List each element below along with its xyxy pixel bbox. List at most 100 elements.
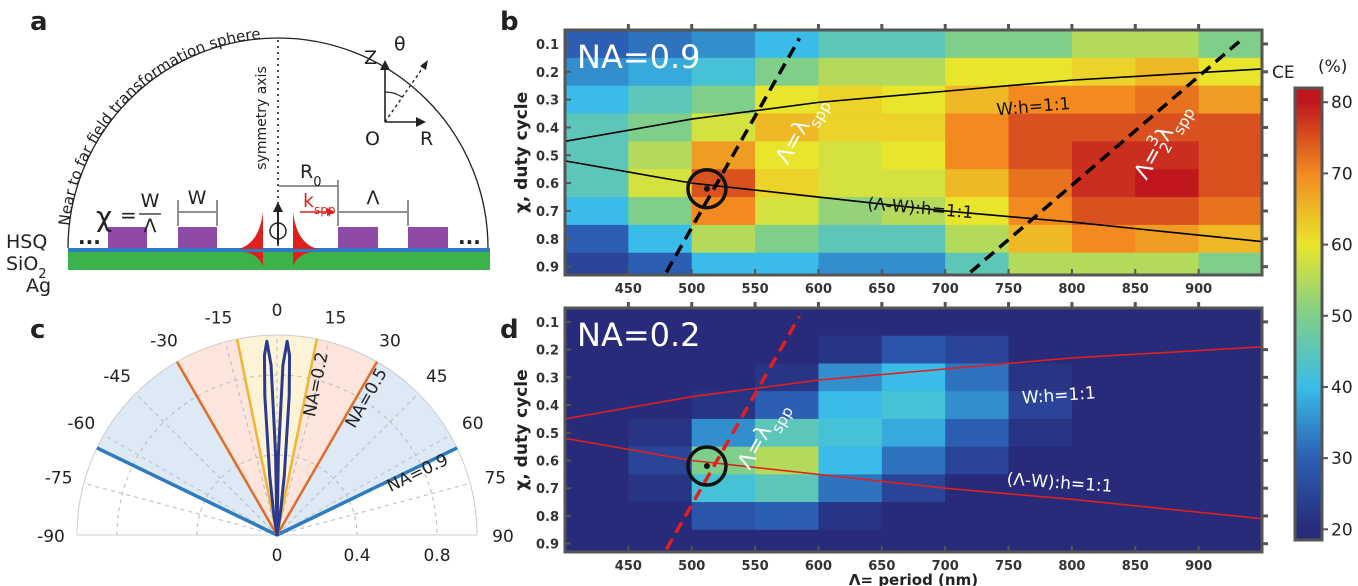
- y-tick-label: 0.5: [536, 149, 559, 164]
- heatmap-cell: [1071, 113, 1136, 142]
- fraction-num: W: [141, 190, 160, 212]
- panel-label: a: [30, 7, 48, 37]
- heatmap-cell: [1008, 57, 1073, 87]
- heatmap-cell: [691, 529, 756, 552]
- heatmap-cell: [755, 335, 819, 364]
- aperture-sector: [237, 334, 317, 535]
- angle-tick-label: 30: [379, 331, 401, 351]
- heatmap-cell: [1135, 30, 1200, 59]
- heatmap-cell: [1135, 418, 1200, 448]
- angle-grid-line: [224, 341, 278, 536]
- angle-grid-line: [83, 482, 278, 536]
- heatmap-cell: [945, 308, 1010, 337]
- heatmap-cell: [818, 418, 883, 448]
- heatmap-cell: [1198, 113, 1262, 142]
- heatmap-cell: [565, 197, 629, 226]
- plot-frame: [563, 306, 1264, 554]
- aperture-line: [275, 338, 319, 536]
- heatmap-cell: [818, 252, 883, 275]
- heatmap-cell: [1135, 446, 1200, 475]
- heatmap-cell: [628, 85, 693, 115]
- heatmap-cell: [565, 363, 629, 392]
- heatmap-cell: [565, 502, 629, 531]
- heatmap-cell: [818, 502, 883, 531]
- heatmap-cell: [628, 529, 693, 552]
- angle-grid-line: [276, 434, 451, 536]
- heatmap-cell: [1135, 363, 1200, 392]
- heatmap-cell: [1008, 418, 1073, 448]
- heatmap-cell: [1135, 141, 1200, 170]
- heatmap-cell: [1008, 363, 1073, 392]
- heatmap-cell: [1008, 30, 1073, 59]
- angle-tick-label: 45: [426, 367, 448, 387]
- r0-text: R: [300, 161, 313, 183]
- curve: [565, 160, 1262, 243]
- marker-ring: [686, 445, 728, 487]
- aperture-line: [275, 361, 379, 536]
- y-axis-label: χ, duty cycle: [512, 92, 532, 213]
- heatmap-cell: [881, 474, 946, 503]
- kspp-sub: spp: [314, 203, 336, 217]
- heatmap-cell: [565, 391, 629, 420]
- heatmap-cell: [1071, 529, 1136, 552]
- y-tick-label: 0.6: [536, 177, 559, 192]
- heatmap-cell: [881, 197, 946, 226]
- x-tick-label: 700: [932, 282, 959, 297]
- angle-tick-label: -60: [67, 414, 95, 434]
- heatmap-cell: [1071, 30, 1136, 59]
- angle-tick-label: 0: [272, 301, 283, 321]
- heatmap-cell: [1071, 308, 1136, 337]
- heatmap-cell: [881, 252, 946, 275]
- radius-tick-label: 0.8: [423, 546, 450, 566]
- heatmap-cell: [945, 113, 1010, 142]
- arrow-head: [327, 208, 335, 216]
- heatmap-cell: [945, 502, 1010, 531]
- axis-label: symmetry axis: [254, 66, 270, 170]
- heatmap-cell: [1071, 418, 1136, 448]
- y-tick-label: 0.8: [536, 510, 559, 525]
- heatmap-cell: [945, 57, 1010, 87]
- y-tick-label: 0.7: [536, 205, 559, 220]
- heatmap-cell: [628, 197, 693, 226]
- y-tick-label: 0.2: [536, 344, 559, 359]
- heatmap-cell: [755, 308, 819, 337]
- heatmap-cell: [755, 391, 819, 420]
- heatmap-cell: [628, 252, 693, 275]
- heatmap-cell: [1071, 169, 1136, 198]
- heatmap-cell: [755, 141, 819, 170]
- heatmap-cell: [1008, 502, 1073, 531]
- angle-tick-label: -15: [205, 309, 233, 329]
- heatmap-cell: [1135, 113, 1200, 142]
- sio2-label: SiO2: [6, 253, 47, 282]
- heatmap-cell: [565, 335, 629, 364]
- heatmap-cell: [628, 363, 693, 392]
- heatmap-cell: [881, 224, 946, 254]
- x-tick-label: 800: [1058, 282, 1085, 297]
- radiation-pattern: [262, 339, 292, 537]
- marker-dot: [703, 185, 710, 192]
- x-tick-label: 450: [615, 282, 642, 297]
- spp-profile: [238, 212, 263, 266]
- curve: [565, 437, 1262, 520]
- heatmap-cell: [691, 474, 756, 503]
- heatmap-cell: [565, 57, 629, 87]
- angle-grid-line: [276, 341, 330, 536]
- heatmap-cell: [628, 308, 693, 337]
- r0-label: R0: [300, 161, 321, 190]
- marker-dot: [703, 463, 710, 470]
- heatmap-cell: [1008, 252, 1073, 275]
- heatmap-cell: [881, 57, 946, 87]
- heatmap-cell: [1071, 57, 1136, 87]
- heatmap-cell: [881, 85, 946, 115]
- heatmap-cell: [565, 446, 629, 475]
- heatmap-cell: [1198, 363, 1262, 392]
- heatmap-cell: [1198, 85, 1262, 115]
- colorbar-tick-label: 60: [1331, 236, 1353, 256]
- heatmap-cell: [1071, 224, 1136, 254]
- colorbar-tick-label: 70: [1331, 164, 1353, 184]
- heatmap-cell: [691, 141, 756, 170]
- heatmap-cell: [1008, 308, 1073, 337]
